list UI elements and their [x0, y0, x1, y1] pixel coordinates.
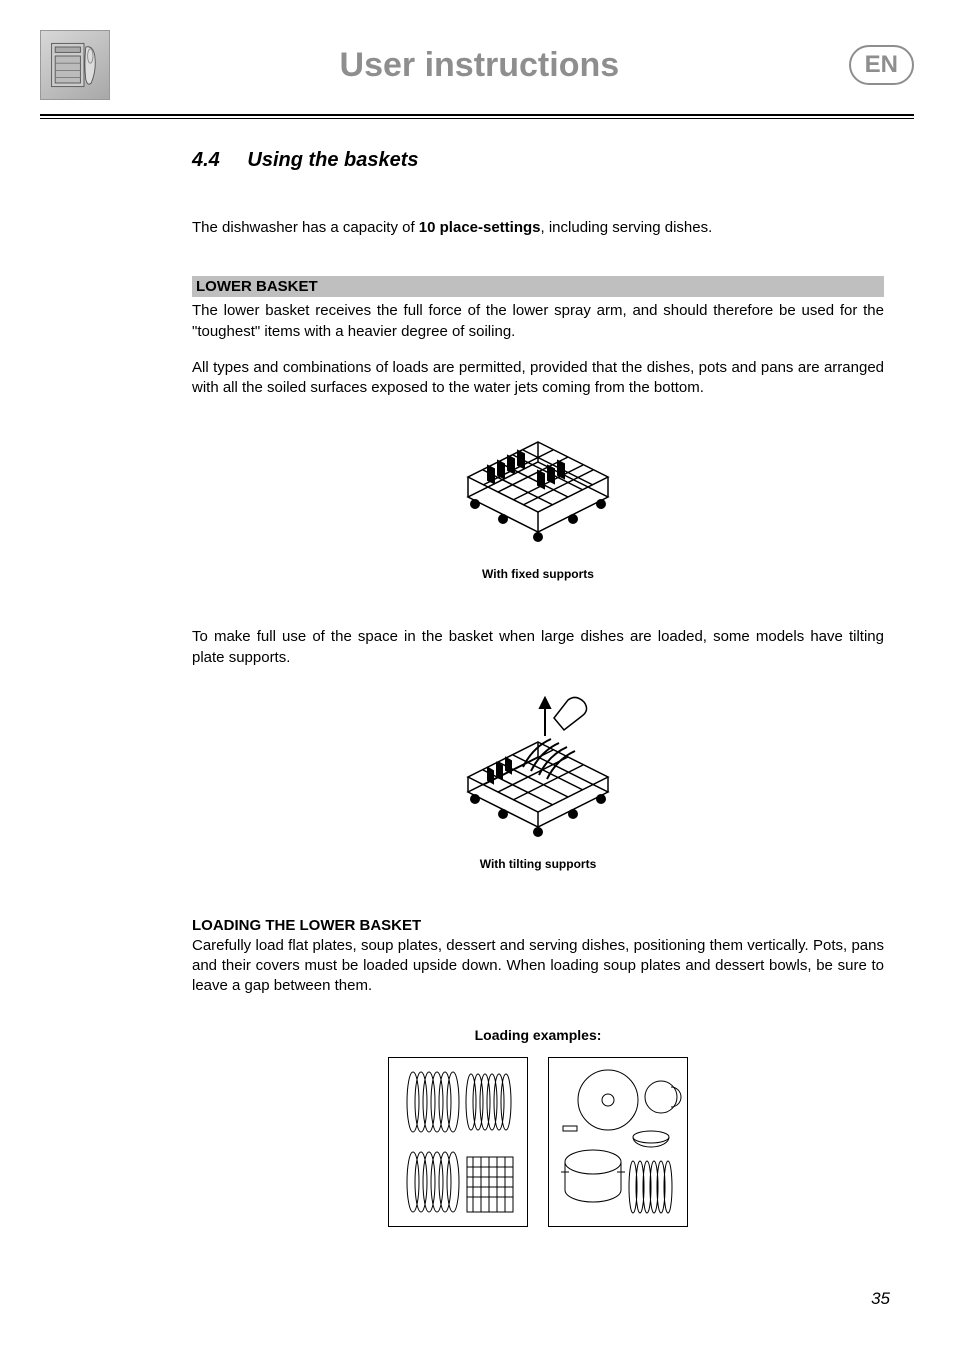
appliance-icon	[40, 30, 110, 100]
language-badge: EN	[849, 45, 914, 85]
divider-thick	[40, 114, 914, 116]
section-number: 4.4	[192, 149, 220, 171]
figure-tilting-supports	[192, 692, 884, 847]
figure-fixed-supports	[192, 422, 884, 557]
loading-para: Carefully load flat plates, soup plates,…	[192, 936, 884, 997]
page-title: User instructions	[110, 46, 849, 85]
content-area: 4.4 Using the baskets The dishwasher has…	[192, 149, 884, 1227]
basket-fixed-icon	[453, 422, 623, 552]
intro-text-before: The dishwasher has a capacity of	[192, 219, 419, 236]
page: User instructions EN 4.4 Using the baske…	[0, 0, 954, 1351]
loading-examples	[192, 1057, 884, 1227]
loading-example-1	[388, 1057, 528, 1227]
lower-basket-heading: LOWER BASKET	[192, 276, 884, 297]
intro-paragraph: The dishwasher has a capacity of 10 plac…	[192, 218, 884, 238]
lower-basket-para3: To make full use of the space in the bas…	[192, 627, 884, 668]
section-title: Using the baskets	[247, 149, 418, 171]
loading-heading: LOADING THE LOWER BASKET	[192, 917, 884, 934]
loading-examples-heading: Loading examples:	[192, 1027, 884, 1043]
section-heading: 4.4 Using the baskets	[192, 149, 884, 172]
lower-basket-para1: The lower basket receives the full force…	[192, 301, 884, 342]
figure-tilting-caption: With tilting supports	[192, 857, 884, 871]
divider-thin	[40, 118, 914, 119]
page-header: User instructions EN	[40, 30, 914, 100]
figure-fixed-caption: With fixed supports	[192, 567, 884, 581]
basket-tilting-icon	[453, 692, 623, 842]
lower-basket-para2: All types and combinations of loads are …	[192, 358, 884, 399]
loading-example-2	[548, 1057, 688, 1227]
intro-text-after: , including serving dishes.	[541, 219, 713, 236]
intro-bold: 10 place-settings	[419, 219, 541, 236]
page-number: 35	[871, 1289, 890, 1309]
